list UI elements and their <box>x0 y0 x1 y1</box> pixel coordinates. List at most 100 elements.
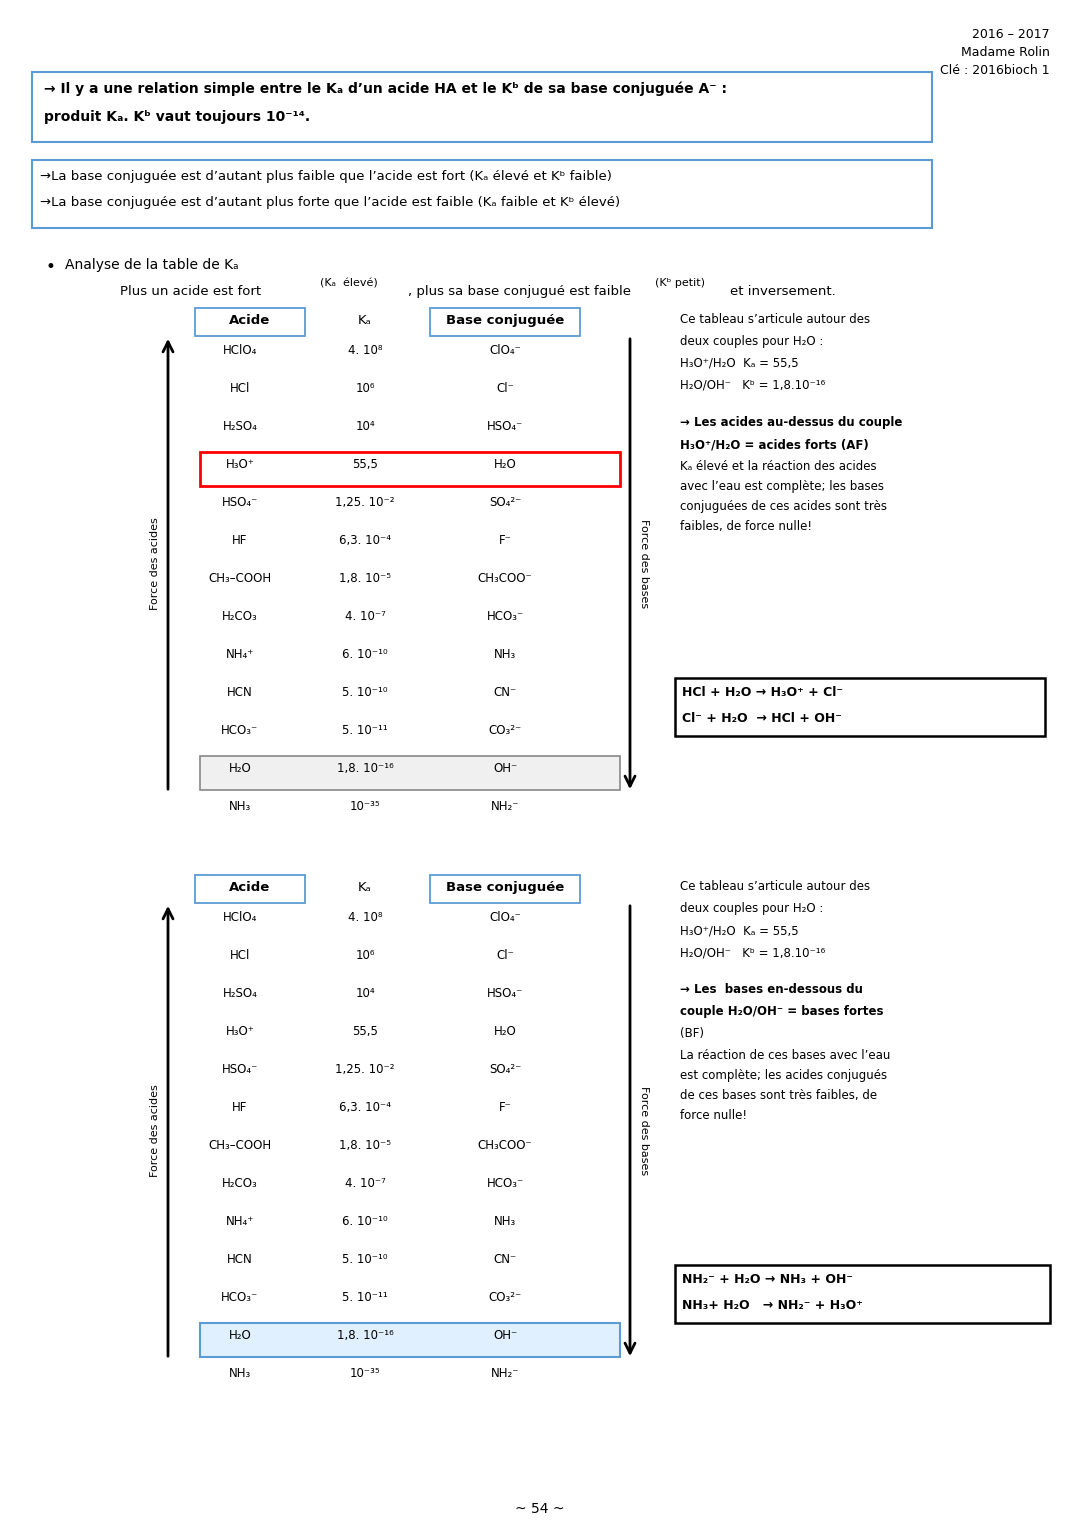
Text: 4. 10⁸: 4. 10⁸ <box>348 344 382 357</box>
Text: NH₂⁻: NH₂⁻ <box>490 1367 519 1380</box>
Text: couple H₂O/OH⁻ = bases fortes: couple H₂O/OH⁻ = bases fortes <box>680 1005 883 1019</box>
Text: H₃O⁺/H₂O  Kₐ = 55,5: H₃O⁺/H₂O Kₐ = 55,5 <box>680 357 798 370</box>
Text: HCl + H₂O → H₃O⁺ + Cl⁻: HCl + H₂O → H₃O⁺ + Cl⁻ <box>681 686 843 699</box>
Text: 55,5: 55,5 <box>352 1025 378 1038</box>
Text: 6,3. 10⁻⁴: 6,3. 10⁻⁴ <box>339 1101 391 1115</box>
Text: Kₐ: Kₐ <box>359 881 372 893</box>
Text: Madame Rolin: Madame Rolin <box>961 46 1050 60</box>
Text: 1,8. 10⁻⁵: 1,8. 10⁻⁵ <box>339 573 391 585</box>
Text: deux couples pour H₂O :: deux couples pour H₂O : <box>680 334 823 348</box>
FancyBboxPatch shape <box>200 452 620 486</box>
Text: 1,25. 10⁻²: 1,25. 10⁻² <box>335 496 395 508</box>
Text: deux couples pour H₂O :: deux couples pour H₂O : <box>680 902 823 915</box>
Text: → Les acides au-dessus du couple: → Les acides au-dessus du couple <box>680 415 903 429</box>
Text: H₂O/OH⁻   Kᵇ = 1,8.10⁻¹⁶: H₂O/OH⁻ Kᵇ = 1,8.10⁻¹⁶ <box>680 379 825 392</box>
Text: 2016 – 2017: 2016 – 2017 <box>972 27 1050 41</box>
Text: HCO₃⁻: HCO₃⁻ <box>486 609 524 623</box>
Text: NH₃: NH₃ <box>494 1215 516 1228</box>
Text: Ce tableau s’articule autour des: Ce tableau s’articule autour des <box>680 313 870 325</box>
Text: Ce tableau s’articule autour des: Ce tableau s’articule autour des <box>680 880 870 893</box>
Text: HSO₄⁻: HSO₄⁻ <box>221 1063 258 1077</box>
Text: 6,3. 10⁻⁴: 6,3. 10⁻⁴ <box>339 534 391 547</box>
Text: Force des bases: Force des bases <box>639 1086 649 1176</box>
Text: H₃O⁺: H₃O⁺ <box>226 1025 255 1038</box>
Text: H₂O: H₂O <box>229 1328 252 1342</box>
Text: H₂O: H₂O <box>494 1025 516 1038</box>
Text: CO₃²⁻: CO₃²⁻ <box>488 724 522 738</box>
Text: (BF): (BF) <box>680 1028 704 1040</box>
Text: HSO₄⁻: HSO₄⁻ <box>487 420 523 434</box>
Text: H₂SO₄: H₂SO₄ <box>222 420 257 434</box>
FancyBboxPatch shape <box>675 1264 1050 1322</box>
Text: NH₄⁺: NH₄⁺ <box>226 1215 254 1228</box>
Text: ~ 54 ~: ~ 54 ~ <box>515 1503 565 1516</box>
Text: NH₃: NH₃ <box>229 800 252 812</box>
Text: H₂CO₃: H₂CO₃ <box>222 1177 258 1190</box>
Text: CN⁻: CN⁻ <box>494 1254 516 1266</box>
Text: HF: HF <box>232 1101 247 1115</box>
Text: H₂O: H₂O <box>494 458 516 470</box>
Text: NH₃: NH₃ <box>229 1367 252 1380</box>
Text: et inversement.: et inversement. <box>730 286 836 298</box>
Text: de ces bases sont très faibles, de: de ces bases sont très faibles, de <box>680 1089 877 1102</box>
Text: HSO₄⁻: HSO₄⁻ <box>221 496 258 508</box>
Text: H₂CO₃: H₂CO₃ <box>222 609 258 623</box>
Text: 10⁻³⁵: 10⁻³⁵ <box>350 800 380 812</box>
Text: La réaction de ces bases avec l’eau: La réaction de ces bases avec l’eau <box>680 1049 890 1061</box>
Text: (Kᵇ petit): (Kᵇ petit) <box>654 278 705 289</box>
FancyBboxPatch shape <box>195 308 305 336</box>
Text: est complète; les acides conjugués: est complète; les acides conjugués <box>680 1069 887 1083</box>
Text: Cl⁻: Cl⁻ <box>496 382 514 395</box>
Text: HCN: HCN <box>227 686 253 699</box>
Text: Cl⁻: Cl⁻ <box>496 948 514 962</box>
Text: 10⁶: 10⁶ <box>355 948 375 962</box>
Text: →La base conjuguée est d’autant plus faible que l’acide est fort (Kₐ élevé et Kᵇ: →La base conjuguée est d’autant plus fai… <box>40 169 612 183</box>
Text: Base conjuguée: Base conjuguée <box>446 315 564 327</box>
Text: (Kₐ  élevé): (Kₐ élevé) <box>320 278 378 289</box>
Text: CH₃COO⁻: CH₃COO⁻ <box>477 573 532 585</box>
Text: → Les  bases en-dessous du: → Les bases en-dessous du <box>680 983 863 996</box>
FancyBboxPatch shape <box>32 72 932 142</box>
Text: 4. 10⁸: 4. 10⁸ <box>348 912 382 924</box>
Text: 10⁴: 10⁴ <box>355 420 375 434</box>
Text: Clé : 2016bioch 1: Clé : 2016bioch 1 <box>941 64 1050 76</box>
Text: NH₂⁻ + H₂O → NH₃ + OH⁻: NH₂⁻ + H₂O → NH₃ + OH⁻ <box>681 1274 853 1286</box>
Text: H₃O⁺/H₂O  Kₐ = 55,5: H₃O⁺/H₂O Kₐ = 55,5 <box>680 924 798 938</box>
Text: •: • <box>45 258 55 276</box>
Text: ClO₄⁻: ClO₄⁻ <box>489 912 521 924</box>
Text: NH₄⁺: NH₄⁺ <box>226 647 254 661</box>
Text: 10⁶: 10⁶ <box>355 382 375 395</box>
Text: Force des acides: Force des acides <box>150 1084 160 1177</box>
Text: faibles, de force nulle!: faibles, de force nulle! <box>680 521 812 533</box>
Text: HClO₄: HClO₄ <box>222 344 257 357</box>
Text: produit Kₐ. Kᵇ vaut toujours 10⁻¹⁴.: produit Kₐ. Kᵇ vaut toujours 10⁻¹⁴. <box>44 110 310 124</box>
Text: Kₐ élevé et la réaction des acides: Kₐ élevé et la réaction des acides <box>680 460 877 473</box>
Text: Force des acides: Force des acides <box>150 518 160 611</box>
Text: 5. 10⁻¹¹: 5. 10⁻¹¹ <box>342 724 388 738</box>
Text: H₂O: H₂O <box>229 762 252 776</box>
Text: Acide: Acide <box>229 315 271 327</box>
Text: 5. 10⁻¹⁰: 5. 10⁻¹⁰ <box>342 1254 388 1266</box>
Text: Kₐ: Kₐ <box>359 315 372 327</box>
Text: 1,25. 10⁻²: 1,25. 10⁻² <box>335 1063 395 1077</box>
Text: Cl⁻ + H₂O  → HCl + OH⁻: Cl⁻ + H₂O → HCl + OH⁻ <box>681 712 842 725</box>
Text: 10⁴: 10⁴ <box>355 986 375 1000</box>
Text: 6. 10⁻¹⁰: 6. 10⁻¹⁰ <box>342 647 388 661</box>
FancyBboxPatch shape <box>195 875 305 902</box>
Text: OH⁻: OH⁻ <box>492 762 517 776</box>
Text: HF: HF <box>232 534 247 547</box>
Text: , plus sa base conjugué est faible: , plus sa base conjugué est faible <box>408 286 635 298</box>
Text: 6. 10⁻¹⁰: 6. 10⁻¹⁰ <box>342 1215 388 1228</box>
Text: 55,5: 55,5 <box>352 458 378 470</box>
Text: NH₃+ H₂O   → NH₂⁻ + H₃O⁺: NH₃+ H₂O → NH₂⁻ + H₃O⁺ <box>681 1299 863 1312</box>
Text: HCO₃⁻: HCO₃⁻ <box>221 1290 258 1304</box>
Text: SO₄²⁻: SO₄²⁻ <box>489 496 522 508</box>
Text: 1,8. 10⁻¹⁶: 1,8. 10⁻¹⁶ <box>337 1328 393 1342</box>
Text: CH₃–COOH: CH₃–COOH <box>208 573 271 585</box>
Text: NH₃: NH₃ <box>494 647 516 661</box>
FancyBboxPatch shape <box>32 160 932 228</box>
Text: NH₂⁻: NH₂⁻ <box>490 800 519 812</box>
FancyBboxPatch shape <box>430 308 580 336</box>
Text: H₃O⁺/H₂O = acides forts (AF): H₃O⁺/H₂O = acides forts (AF) <box>680 438 868 450</box>
Text: HCO₃⁻: HCO₃⁻ <box>486 1177 524 1190</box>
